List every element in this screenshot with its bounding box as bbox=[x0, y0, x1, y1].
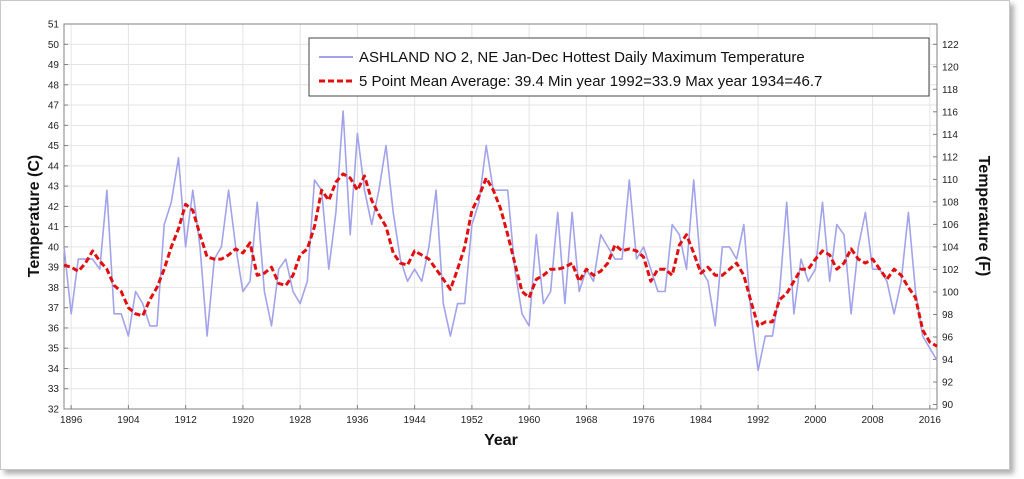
y-tick-label-right: 120 bbox=[942, 62, 959, 73]
y-tick-label: 48 bbox=[48, 80, 60, 91]
y-tick-label-right: 102 bbox=[942, 265, 959, 276]
y-tick-label: 35 bbox=[48, 344, 60, 355]
series-lines bbox=[63, 110, 938, 372]
y-tick-label: 34 bbox=[48, 364, 60, 375]
x-tick-label: 2000 bbox=[804, 415, 827, 426]
x-tick-label: 2016 bbox=[919, 415, 942, 426]
x-axis-title: Year bbox=[484, 432, 518, 449]
x-tick-label: 1952 bbox=[461, 415, 484, 426]
y-tick-label: 45 bbox=[48, 141, 60, 152]
y-tick-label-right: 116 bbox=[942, 107, 958, 118]
x-tick-label: 1984 bbox=[690, 415, 713, 426]
y-tick-label: 51 bbox=[48, 20, 60, 31]
x-tick-label: 1976 bbox=[632, 415, 655, 426]
x-tick-label: 1936 bbox=[346, 415, 369, 426]
legend: ASHLAND NO 2, NE Jan-Dec Hottest Daily M… bbox=[308, 37, 930, 97]
chart-window: 1896 1904 1912 1920 1928 1936 1944 1952 1960 1968… bbox=[0, 0, 1010, 470]
y-tick-label-right: 94 bbox=[942, 355, 954, 366]
plot-area bbox=[63, 23, 938, 410]
y-tick-label-right: 92 bbox=[942, 377, 954, 388]
y-axis-ticks-right: 90 92 94 96 98 100 102 104 106 108 110 112 114 116 118… bbox=[933, 40, 959, 411]
y-tick-label: 50 bbox=[48, 40, 60, 51]
y-tick-label-right: 112 bbox=[942, 152, 958, 163]
y-tick-label: 43 bbox=[48, 182, 60, 193]
y-axis-title-left: Temperature (C) bbox=[26, 155, 43, 277]
x-tick-label: 1992 bbox=[747, 415, 770, 426]
series-line-5-point-mean bbox=[63, 172, 938, 348]
y-tick-label-right: 114 bbox=[942, 130, 958, 141]
x-tick-label: 1920 bbox=[232, 415, 255, 426]
x-tick-label: 1960 bbox=[518, 415, 541, 426]
legend-box bbox=[308, 37, 930, 97]
x-tick-label: 1912 bbox=[175, 415, 198, 426]
legend-label-raw: ASHLAND NO 2, NE Jan-Dec Hottest Daily M… bbox=[359, 49, 805, 66]
y-tick-label-right: 118 bbox=[942, 85, 958, 96]
x-tick-label: 1968 bbox=[575, 415, 598, 426]
y-tick-label-right: 106 bbox=[942, 220, 959, 231]
x-axis-ticks: 1896 1904 1912 1920 1928 1936 1944 1952 1960 1968… bbox=[60, 405, 941, 426]
y-tick-label: 39 bbox=[48, 263, 60, 274]
y-tick-label: 44 bbox=[48, 161, 60, 172]
y-tick-label-right: 104 bbox=[942, 242, 959, 253]
y-tick-label-right: 100 bbox=[942, 287, 959, 298]
y-axis-title-right: Temperature (F) bbox=[975, 156, 992, 277]
y-tick-label-right: 110 bbox=[942, 175, 958, 186]
y-tick-label: 41 bbox=[48, 222, 60, 233]
y-tick-label: 40 bbox=[48, 242, 60, 253]
x-tick-label: 2008 bbox=[861, 415, 884, 426]
legend-label-mean: 5 Point Mean Average: 39.4 Min year 1992… bbox=[359, 73, 822, 90]
x-tick-label: 1928 bbox=[289, 415, 312, 426]
x-tick-label: 1904 bbox=[117, 415, 140, 426]
x-tick-label: 1944 bbox=[404, 415, 427, 426]
y-tick-label: 47 bbox=[48, 101, 60, 112]
y-tick-label: 38 bbox=[48, 283, 60, 294]
y-tick-label: 46 bbox=[48, 121, 60, 132]
y-tick-label: 36 bbox=[48, 323, 60, 334]
y-tick-label: 37 bbox=[48, 303, 60, 314]
y-tick-label-right: 122 bbox=[942, 40, 959, 51]
x-tick-label: 1896 bbox=[60, 415, 83, 426]
y-tick-label-right: 108 bbox=[942, 197, 959, 208]
y-tick-label: 49 bbox=[48, 60, 60, 71]
y-axis-ticks-left: 32 33 34 35 36 37 38 39 40 41 42 43 44 45 46 47 48 49 50 51 bbox=[48, 20, 68, 416]
y-tick-label-right: 96 bbox=[942, 332, 954, 343]
y-tick-label-right: 90 bbox=[942, 400, 954, 411]
temperature-chart: 1896 1904 1912 1920 1928 1936 1944 1952 1960 1968… bbox=[26, 20, 992, 450]
y-tick-label: 42 bbox=[48, 202, 60, 213]
y-tick-label: 33 bbox=[48, 384, 60, 395]
series-line-hottest-daily-max bbox=[63, 110, 938, 372]
y-tick-label-right: 98 bbox=[942, 310, 954, 321]
y-tick-label: 32 bbox=[48, 405, 60, 416]
